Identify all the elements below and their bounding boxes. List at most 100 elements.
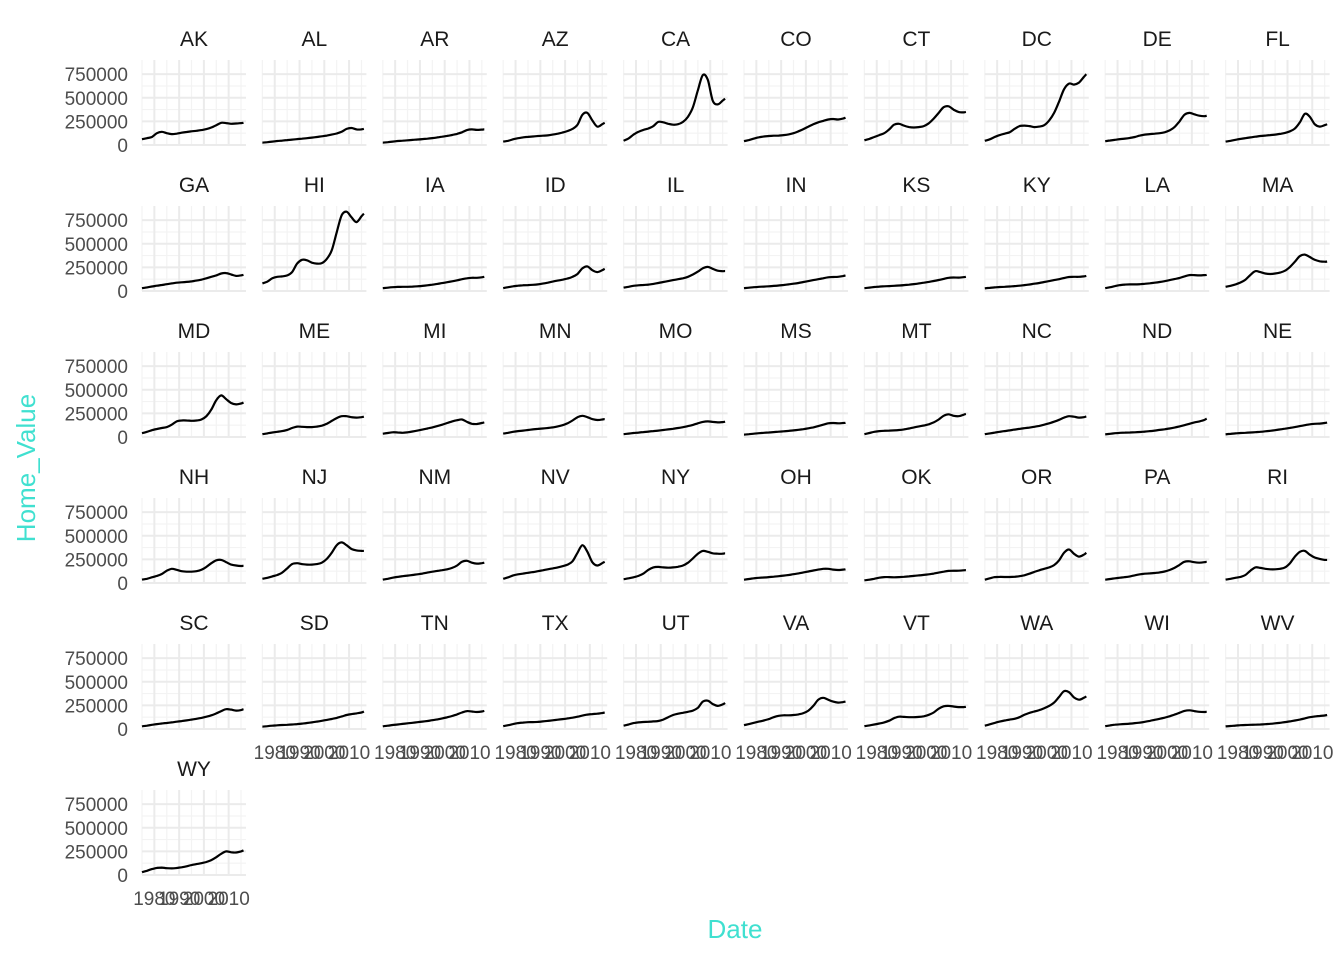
facet-strip-label: CT	[902, 28, 930, 51]
facet-strip-label: TN	[421, 612, 449, 635]
y-tick-label: 250000	[65, 112, 128, 133]
x-tick-label: 2000	[1266, 743, 1308, 764]
facet-strip-label: DE	[1143, 28, 1172, 51]
y-tick-label: 250000	[65, 842, 128, 863]
facet-strip-label: KY	[1023, 174, 1051, 197]
x-tick-label: 2000	[664, 743, 706, 764]
x-tick-label: 2010	[208, 889, 250, 910]
x-tick-label: 2010	[328, 743, 370, 764]
facet-panel-in: IN	[743, 174, 848, 292]
x-tick-label: 2010	[930, 743, 972, 764]
facet-strip-label: ND	[1142, 320, 1172, 343]
series-line-in	[743, 274, 846, 290]
x-tick-label: 1980	[374, 743, 416, 764]
facet-panel-nc: NC	[984, 320, 1089, 438]
facet-strip-label: MI	[423, 320, 446, 343]
series-line-ma	[1225, 253, 1328, 288]
facet-panel-mi: MI	[382, 320, 487, 438]
facet-strip-label: NM	[418, 466, 451, 489]
x-tick-label: 1980	[615, 743, 657, 764]
series-line-tn	[382, 709, 485, 728]
facet-panel-ny: NY	[622, 466, 728, 584]
facet-strip-label: MS	[780, 320, 812, 343]
facet-panel-nv: NV	[502, 466, 608, 584]
facet-strip-label: SC	[179, 612, 208, 635]
facet-strip-label: IA	[425, 174, 445, 197]
series-line-oh	[743, 567, 846, 581]
facet-strip-label: MO	[659, 320, 693, 343]
x-tick-label: 2000	[183, 889, 225, 910]
series-line-dc	[984, 73, 1088, 142]
x-tick-label: 1990	[1121, 743, 1163, 764]
facet-panel-az: AZ	[502, 28, 608, 146]
x-tick-label: 1990	[640, 743, 682, 764]
x-tick-label: 2010	[1291, 743, 1333, 764]
series-line-mi	[382, 418, 485, 435]
y-tick-label: 0	[117, 282, 128, 303]
y-tick-label: 250000	[65, 258, 128, 279]
facet-strip-label: CO	[780, 28, 812, 51]
x-tick-label: 2010	[1171, 743, 1213, 764]
x-tick-label: 2000	[1026, 743, 1068, 764]
x-tick-label: 2000	[424, 743, 466, 764]
series-line-sd	[262, 710, 365, 728]
y-tick-label: 750000	[65, 65, 128, 86]
series-line-va	[743, 696, 846, 727]
facet-panel-nd: ND	[1104, 320, 1210, 438]
y-tick-label: 0	[117, 720, 128, 741]
x-tick-label: 1990	[1242, 743, 1284, 764]
y-tick-label: 250000	[65, 404, 128, 425]
x-tick-label: 1980	[735, 743, 777, 764]
y-tick-label: 750000	[65, 211, 128, 232]
x-axis-title: Date	[708, 914, 763, 944]
series-line-sc	[141, 708, 244, 728]
facet-panel-id: ID	[502, 174, 608, 292]
y-tick-label: 250000	[65, 696, 128, 717]
facet-panel-or: OR	[984, 466, 1089, 584]
x-tick-label: 2000	[905, 743, 947, 764]
facet-strip-label: ME	[299, 320, 331, 343]
facet-strip-label: AL	[302, 28, 328, 51]
series-line-wy	[141, 849, 244, 874]
series-line-wi	[1104, 709, 1207, 728]
series-line-pa	[1105, 560, 1207, 581]
series-line-nj	[262, 541, 364, 580]
facet-strip-label: GA	[179, 174, 209, 197]
facet-panel-ks: KS	[863, 174, 969, 292]
facet-panel-ok: OK	[863, 466, 969, 584]
series-line-ri	[1225, 549, 1328, 581]
facet-strip-label: PA	[1144, 466, 1170, 489]
series-line-ar	[382, 128, 485, 144]
x-tick-label: 1980	[133, 889, 175, 910]
facet-panel-me: ME	[261, 320, 367, 438]
series-line-wa	[984, 689, 1087, 727]
facet-strip-label: MA	[1262, 174, 1294, 197]
facet-strip-label: IL	[667, 174, 685, 197]
y-tick-label: 0	[117, 428, 128, 449]
y-tick-label: 0	[117, 574, 128, 595]
x-tick-label: 1990	[519, 743, 561, 764]
series-line-ny	[623, 549, 726, 581]
x-tick-label: 1990	[158, 889, 200, 910]
x-tick-label: 1980	[856, 743, 898, 764]
facet-panel-nj: NJ	[261, 466, 367, 584]
x-tick-label: 1990	[399, 743, 441, 764]
series-line-de	[1105, 111, 1208, 143]
y-tick-label: 0	[117, 866, 128, 887]
facet-strip-label: AR	[420, 28, 449, 51]
facet-strip-label: CA	[661, 28, 690, 51]
facet-strip-label: AZ	[542, 28, 569, 51]
facet-panel-ia: IA	[382, 174, 487, 292]
facet-strip-label: TX	[542, 612, 569, 635]
facet-strip-label: HI	[304, 174, 325, 197]
series-line-ne	[1225, 421, 1328, 436]
series-line-wv	[1225, 713, 1328, 728]
